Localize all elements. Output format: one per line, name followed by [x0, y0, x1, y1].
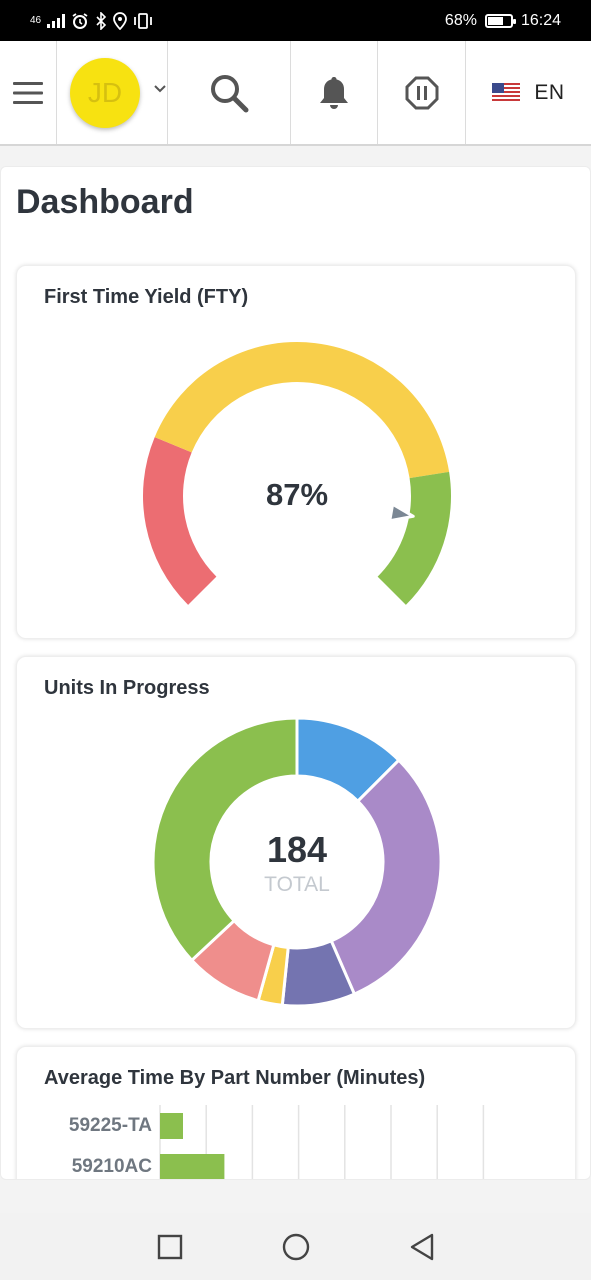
units-card-title: Units In Progress	[44, 677, 210, 699]
clock: 16:24	[520, 11, 561, 29]
notifications-button[interactable]	[291, 41, 378, 144]
bar-category-label: 59225-TA	[69, 1115, 152, 1136]
vibrate-icon	[134, 12, 153, 29]
menu-icon	[13, 81, 43, 104]
bar-0[interactable]	[160, 1113, 183, 1139]
fty-gauge-band-1	[154, 342, 450, 479]
battery-percent: 68%	[444, 11, 477, 29]
alarm-icon	[72, 12, 88, 29]
stop-octagon-icon	[405, 76, 438, 109]
menu-button[interactable]	[0, 41, 57, 144]
status-bar: 46 68% 16:24	[0, 0, 591, 41]
square-icon	[157, 1234, 182, 1259]
units-total-label: TOTAL	[264, 873, 330, 896]
battery-level-fill	[487, 16, 503, 25]
status-icons-right: 68% 16:24	[445, 12, 561, 30]
fty-value: 87%	[265, 477, 329, 512]
fty-gauge-needle	[388, 502, 415, 523]
signal-icon	[47, 13, 66, 28]
bell-icon	[320, 76, 348, 109]
page-title: Dashboard	[16, 183, 194, 221]
home-button[interactable]	[233, 1232, 359, 1262]
avg-time-card-title: Average Time By Part Number (Minutes)	[44, 1067, 426, 1089]
fty-card: First Time Yield (FTY) 87%	[16, 265, 576, 639]
search-icon	[211, 74, 249, 112]
units-slice-5[interactable]	[151, 716, 299, 963]
system-nav-bar	[0, 1213, 591, 1280]
fty-gauge-chart	[143, 342, 451, 605]
back-button[interactable]	[359, 1232, 485, 1262]
recents-button[interactable]	[107, 1234, 233, 1260]
avatar: JD	[70, 57, 140, 128]
units-total: 184	[266, 829, 328, 870]
status-icons-left: 46	[30, 11, 153, 30]
fty-gauge-band-2	[377, 471, 451, 605]
location-icon	[113, 11, 128, 30]
us-flag-icon	[492, 82, 521, 103]
units-card: Units In Progress 184 TOTAL	[16, 656, 576, 1029]
units-donut-chart	[151, 716, 443, 1008]
language-selector[interactable]: EN	[466, 41, 591, 144]
units-slice-1[interactable]	[329, 758, 443, 997]
language-label: EN	[534, 80, 565, 104]
avg-time-card: Average Time By Part Number (Minutes) 59…	[16, 1046, 576, 1180]
dashboard-panel: Dashboard First Time Yield (FTY) 87% Uni…	[0, 166, 591, 1180]
triangle-back-icon	[410, 1233, 433, 1260]
network-label: 46	[30, 15, 42, 26]
fty-gauge-band-0	[143, 437, 217, 605]
top-app-bar: JD EN	[0, 41, 591, 146]
bluetooth-icon	[96, 11, 107, 30]
bar-1[interactable]	[160, 1154, 225, 1180]
battery-icon	[484, 13, 516, 28]
bar-category-label: 59210AC	[72, 1156, 153, 1177]
user-menu-button[interactable]: JD	[57, 41, 168, 144]
stop-button[interactable]	[378, 41, 466, 144]
chevron-down-icon	[154, 85, 166, 93]
search-button[interactable]	[168, 41, 291, 144]
circle-icon	[282, 1233, 309, 1260]
fty-card-title: First Time Yield (FTY)	[44, 286, 249, 308]
avg-time-bar-chart: 59225-TA 59210AC	[69, 1105, 485, 1180]
